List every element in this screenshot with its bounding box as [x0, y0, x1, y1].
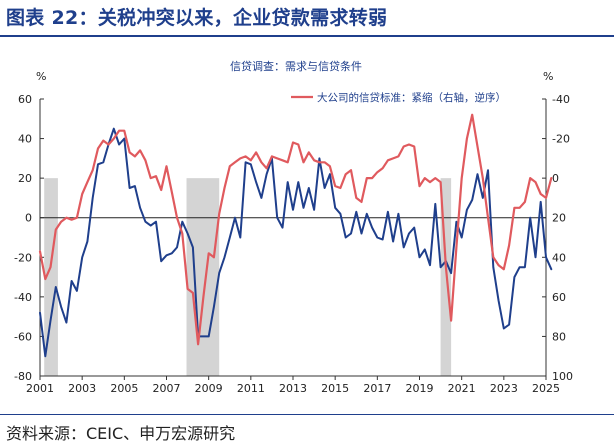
left-tick-label: 0 [25, 212, 32, 225]
right-tick-label: 80 [552, 330, 566, 343]
left-tick-label: -80 [14, 370, 32, 383]
x-tick-label: 2021 [448, 382, 476, 395]
right-tick-label: 40 [552, 251, 566, 264]
x-tick-label: 2017 [363, 382, 391, 395]
left-tick-label: 60 [18, 93, 32, 106]
x-tick-label: 2007 [153, 382, 181, 395]
x-tick-label: 2003 [68, 382, 96, 395]
x-tick-label: 2025 [532, 382, 560, 395]
recession-band-1 [186, 178, 220, 376]
recession-band-0 [44, 178, 58, 376]
left-axis-unit: % [36, 70, 46, 83]
right-tick-label: 100 [552, 370, 573, 383]
right-tick-label: -40 [552, 93, 570, 106]
x-tick-label: 2005 [110, 382, 138, 395]
series-line-demand [39, 127, 553, 358]
figure-title: 图表 22：关税冲突以来，企业贷款需求转弱 [6, 7, 388, 29]
left-tick-label: 40 [18, 133, 32, 146]
series-line-standards [38, 113, 553, 346]
source-note: 资料来源：CEIC、申万宏源研究 [6, 424, 236, 443]
x-tick-label: 2009 [195, 382, 223, 395]
x-tick-label: 2015 [321, 382, 349, 395]
left-tick-label: -60 [14, 330, 32, 343]
right-tick-label: 60 [552, 291, 566, 304]
x-tick-label: 2001 [26, 382, 54, 395]
left-tick-label: -20 [14, 251, 32, 264]
left-tick-label: 20 [18, 172, 32, 185]
footer-rule [0, 414, 614, 415]
chart: 信贷调查：需求与信贷条件% % 60 40 20 0 -20 -40 -60 -80 -40 -20 0… [14, 59, 573, 395]
x-tick-label: 2013 [279, 382, 307, 395]
legend-label-standards: 大公司的信贷标准：紧缩（右轴，逆序） [317, 91, 506, 104]
report-header: 图表 22：关税冲突以来，企业贷款需求转弱 [0, 0, 614, 40]
x-tick-label: 2011 [237, 382, 265, 395]
header-rule [0, 35, 614, 37]
chart-title: 信贷调查：需求与信贷条件 [230, 59, 362, 73]
right-tick-label: 20 [552, 212, 566, 225]
right-axis-unit: % [543, 70, 553, 83]
left-tick-label: -40 [14, 291, 32, 304]
right-tick-label: -20 [552, 133, 570, 146]
x-tick-label: 2023 [490, 382, 518, 395]
right-tick-label: 0 [552, 172, 559, 185]
x-tick-label: 2019 [406, 382, 434, 395]
